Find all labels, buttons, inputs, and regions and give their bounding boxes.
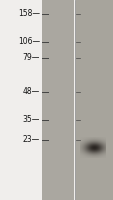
Text: 158—: 158—	[18, 9, 40, 19]
Text: 35—: 35—	[22, 116, 40, 124]
Bar	[0, 0, 42, 200]
Text: 48—: 48—	[22, 88, 40, 97]
Text: 79—: 79—	[22, 53, 40, 62]
Text: 106—: 106—	[18, 38, 40, 46]
Text: 23—: 23—	[22, 136, 40, 144]
